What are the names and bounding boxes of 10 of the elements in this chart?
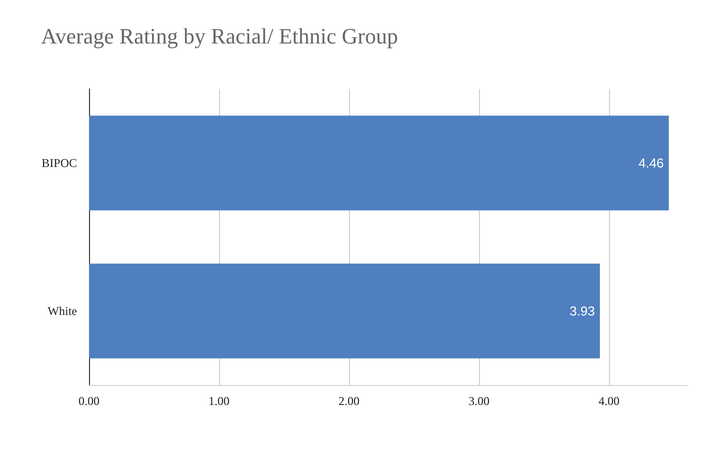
x-tick-label: 3.00 — [468, 394, 490, 408]
x-tick-label: 0.00 — [78, 394, 100, 408]
data-label: 3.93 — [570, 304, 595, 318]
chart-title: Average Rating by Racial/ Ethnic Group — [41, 24, 398, 48]
data-label: 4.46 — [638, 156, 664, 170]
y-tick-label: BIPOC — [42, 156, 77, 170]
x-tick-label: 2.00 — [338, 394, 360, 408]
x-tick-label: 4.00 — [598, 394, 620, 408]
x-tick-label: 1.00 — [208, 394, 230, 408]
y-tick-label: White — [48, 304, 77, 318]
